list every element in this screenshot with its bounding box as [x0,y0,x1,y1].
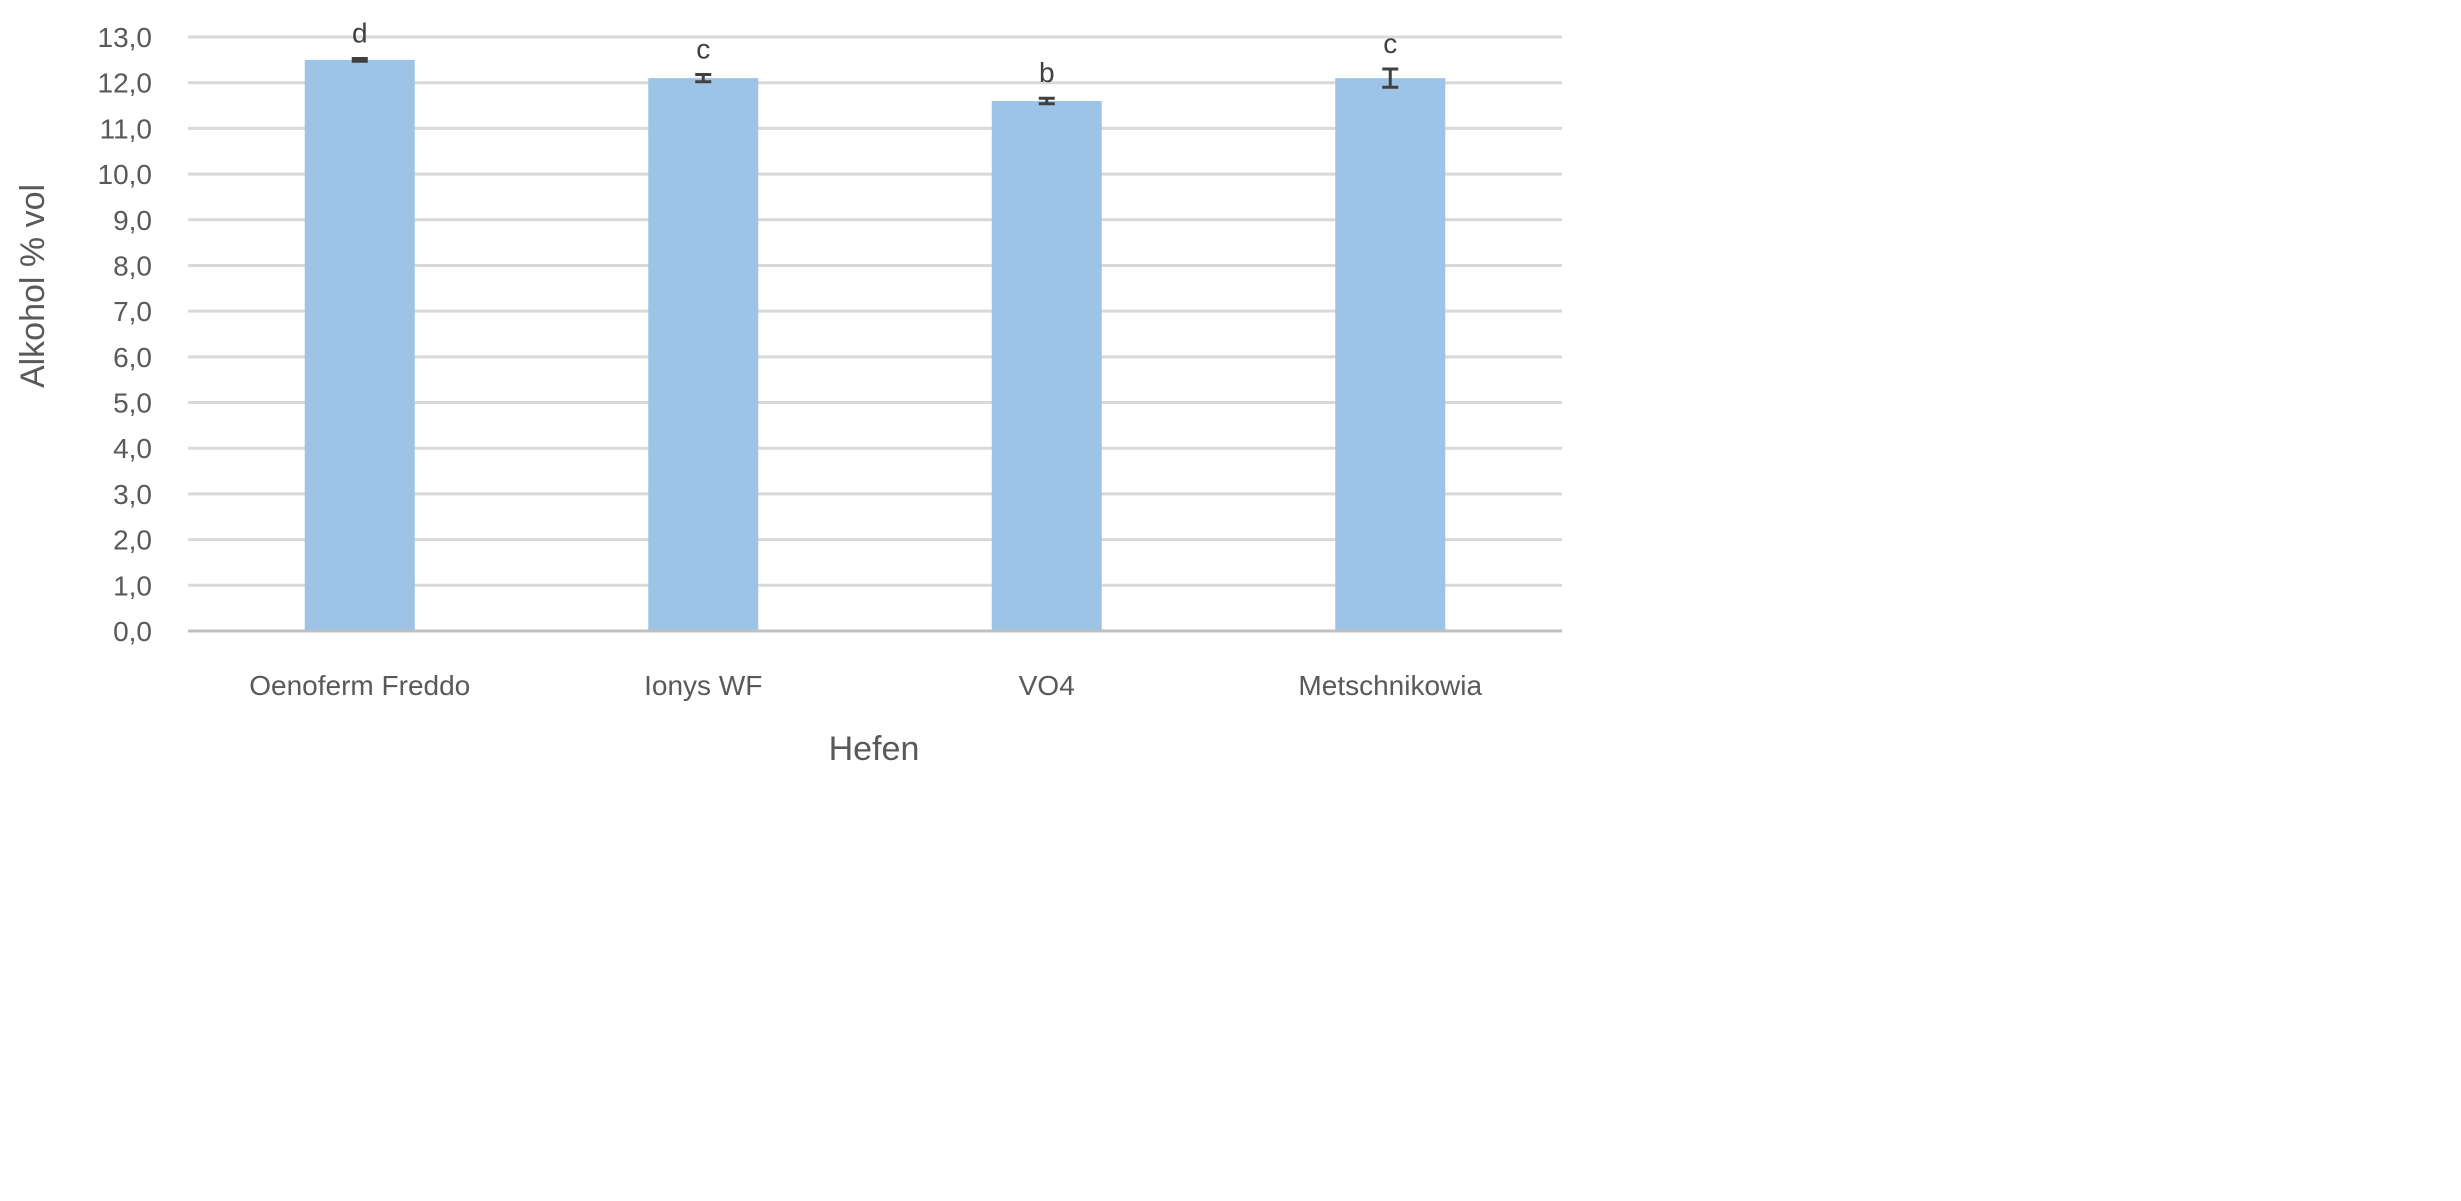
bars [304,59,1446,632]
y-tick-label: 1,0 [113,570,152,601]
y-tick-labels: 0,0 1,0 2,0 3,0 4,0 5,0 6,0 7,0 8,0 9,0 10,0 11,0 12… [98,22,153,647]
y-tick-label: 7,0 [113,296,152,327]
y-tick-label: 11,0 [100,113,152,144]
error-bar [1038,96,1055,106]
bar [304,59,415,632]
x-category-label: Oenoferm Freddo [249,670,470,701]
error-bar [695,72,712,84]
x-axis-title: Hefen [829,730,920,768]
bar [648,78,759,632]
y-tick-label: 4,0 [113,433,152,464]
error-bar [351,56,368,63]
error-bar [1382,67,1399,89]
bar [991,100,1102,631]
y-tick-label: 0,0 [113,616,152,647]
y-tick-label: 3,0 [113,479,152,510]
significance-letters: d c b c [352,17,1397,88]
y-tick-label: 13,0 [98,22,153,53]
gridlines [188,35,1562,587]
x-category-labels: Oenoferm Freddo Ionys WF VO4 Metschnikowia [249,670,1482,701]
y-tick-label: 10,0 [98,159,153,190]
significance-letter: d [352,17,368,48]
bar-chart: 0,0 1,0 2,0 3,0 4,0 5,0 6,0 7,0 8,0 9,0 10,0 11,0 12… [14,17,1562,768]
y-tick-label: 12,0 [98,68,153,99]
y-tick-label: 6,0 [113,342,152,373]
significance-letter: b [1039,57,1055,88]
significance-letter: c [696,33,710,64]
y-tick-label: 2,0 [113,525,152,556]
y-tick-label: 5,0 [113,388,152,419]
y-axis-title: Alkohol % vol [14,184,52,388]
bar [1335,78,1446,632]
x-category-label: Metschnikowia [1298,670,1482,701]
x-category-label: Ionys WF [644,670,762,701]
x-category-label: VO4 [1019,670,1075,701]
y-tick-label: 9,0 [113,205,152,236]
significance-letter: c [1383,28,1397,59]
error-bars [351,56,1399,106]
y-tick-label: 8,0 [113,250,152,281]
